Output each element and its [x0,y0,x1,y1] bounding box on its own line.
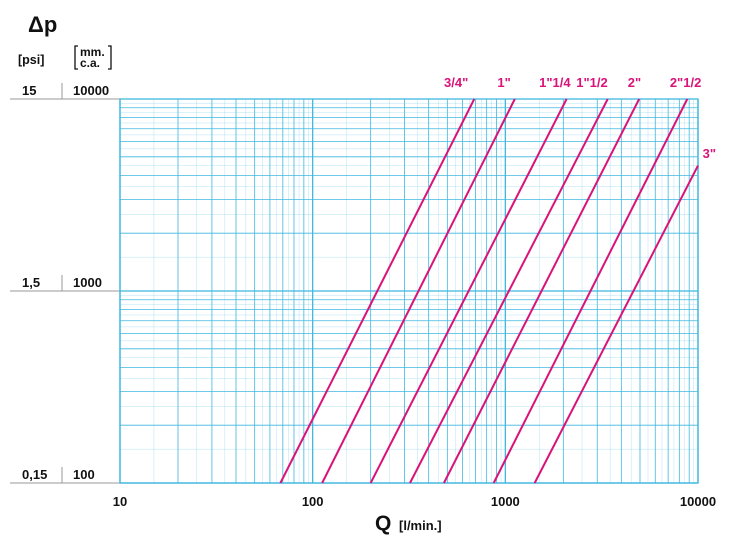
y-axis-symbol: Δp [28,12,57,37]
y-axis-unit-mmca-line1: mm. [80,45,105,59]
x-axis-title: Q [l/min.] [375,512,442,535]
grid-major [119,99,699,484]
series-label: 1"1/2 [576,75,607,90]
y-tick-labels: 0,15 100 1,5 1000 15 10000 [10,83,120,484]
series-line [321,98,516,484]
x-axis-unit: [l/min.] [399,518,442,533]
y-tick-label-psi: 15 [22,83,36,98]
series-line [279,98,476,484]
x-tick-label: 1000 [491,494,520,509]
y-axis: Δp [psi] mm. c.a. 0,15 100 1,5 1000 15 10000 [10,12,120,484]
y-tick-label-mmca: 10000 [73,83,109,98]
series-line [409,98,609,484]
y-tick-label-mmca: 1000 [73,275,102,290]
y-axis-unit-psi: [psi] [18,53,44,67]
y-axis-unit-mmca-line2: c.a. [80,56,100,70]
x-tick-label: 10000 [680,494,716,509]
y-axis-unit-mmca-bracket [74,45,112,70]
series-lines [279,98,699,484]
series-line [369,98,568,484]
y-tick-label-psi: 0,15 [22,467,47,482]
series-label: 1" [497,75,510,90]
series-label: 2"1/2 [670,75,701,90]
series-label: 2" [628,75,641,90]
y-tick-label-mmca: 100 [73,467,95,482]
series-line [443,98,641,484]
y-tick-label-psi: 1,5 [22,275,40,290]
series-label: 3/4" [444,75,468,90]
series-line [533,165,699,484]
x-tick-labels: 10 100 1000 10000 [113,494,716,509]
series-line [492,98,689,484]
series-labels: 3/4" 1" 1"1/4 1"1/2 2" 2"1/2 3" [444,75,716,161]
x-tick-label: 100 [302,494,324,509]
series-label: 3" [703,146,716,161]
x-axis-label: Q [375,512,391,535]
x-tick-label: 10 [113,494,127,509]
series-label: 1"1/4 [539,75,571,90]
